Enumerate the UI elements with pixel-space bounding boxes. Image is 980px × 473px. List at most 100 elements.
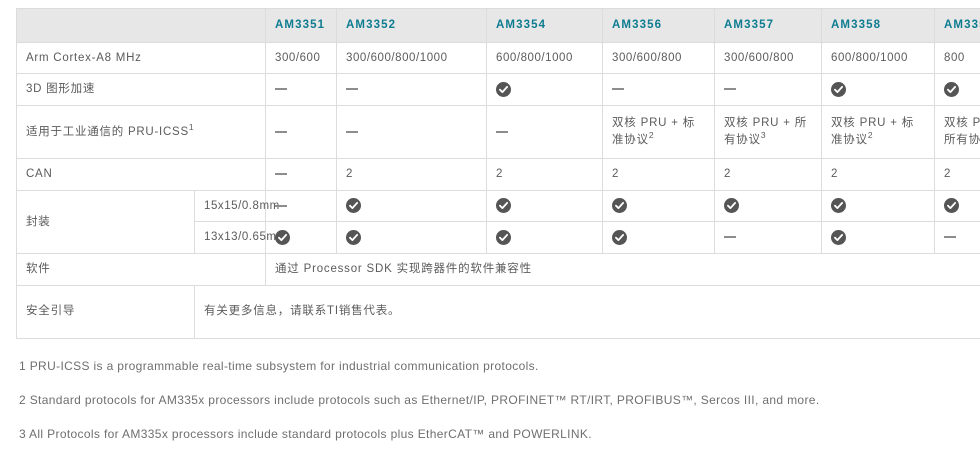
header-cell-am3352: AM3352 (336, 8, 487, 43)
dash-icon (944, 236, 956, 239)
header-cell-am3359: AM3359 (934, 8, 980, 43)
cell-arm-am3356: 300/600/800 (602, 41, 715, 75)
header-cell-am3357: AM3357 (714, 8, 822, 43)
cell-3d-am3352 (336, 73, 487, 107)
row-label-software: 软件 (16, 253, 266, 286)
row-label-arm-cortex: Arm Cortex-A8 MHz (16, 41, 266, 75)
cell-pru-am3354 (486, 105, 603, 160)
cell-pkg13-am3358 (821, 221, 935, 255)
cell-pkg15-am3357 (714, 189, 822, 223)
dash-icon (346, 88, 358, 91)
header-cell-feature (16, 8, 266, 43)
cell-arm-am3352: 300/600/800/1000 (336, 41, 487, 75)
table-row-secure-boot: 安全引导 有关更多信息，请联系TI销售代表。 (16, 284, 980, 339)
check-icon (612, 229, 627, 245)
dash-icon (612, 88, 624, 91)
table-row: 封装 15x15/0.8mm (16, 189, 980, 255)
table-row-software: 软件 通过 Processor SDK 实现跨器件的软件兼容性 (16, 253, 980, 286)
table-header: AM3351 AM3352 AM3354 AM3356 AM3357 AM335… (16, 8, 980, 43)
row-label-can: CAN (16, 158, 266, 191)
cell-pru-am3358: 双核 PRU + 标准协议2 (821, 105, 935, 160)
dash-icon (724, 236, 736, 239)
check-icon (831, 229, 846, 245)
processor-comparison-table: AM3351 AM3352 AM3354 AM3356 AM3357 AM335… (16, 8, 980, 339)
dash-icon (496, 130, 508, 133)
cell-can-am3352: 2 (336, 158, 487, 191)
footnote-ref-2: 2 (648, 130, 654, 141)
cell-pru-am3356: 双核 PRU + 标准协议2 (602, 105, 715, 160)
cell-arm-am3357: 300/600/800 (714, 41, 822, 75)
dash-icon (724, 88, 736, 91)
cell-software-value: 通过 Processor SDK 实现跨器件的软件兼容性 (265, 253, 980, 286)
check-icon (944, 81, 959, 97)
cell-pkg15-am3354 (486, 189, 603, 223)
row-label-package: 封装 (16, 189, 195, 255)
dash-icon (275, 130, 287, 133)
cell-3d-am3359 (934, 73, 980, 107)
cell-pkg13-am3351 (265, 221, 337, 255)
row-sublabel-package-13x13: 13x13/0.65mm (194, 221, 286, 255)
cell-pkg15-am3356 (602, 189, 715, 223)
cell-pkg15-am3358 (821, 189, 935, 223)
row-label-secure-boot: 安全引导 (16, 284, 195, 339)
cell-can-am3354: 2 (486, 158, 603, 191)
cell-can-am3356: 2 (602, 158, 715, 191)
check-icon (346, 229, 361, 245)
cell-3d-am3354 (486, 73, 603, 107)
footnote-3: 3 All Protocols for AM335x processors in… (19, 426, 592, 441)
cell-3d-am3358 (821, 73, 935, 107)
cell-3d-am3356 (602, 73, 715, 107)
cell-3d-am3351 (265, 73, 337, 107)
cell-pkg15-am3352 (336, 189, 487, 223)
cell-text: 双核 PRU + 标准协议 (831, 117, 915, 147)
cell-3d-am3357 (714, 73, 822, 107)
cell-arm-am3359: 800 (934, 41, 980, 75)
cell-can-am3359: 2 (934, 158, 980, 191)
footnotes: 1 PRU-ICSS is a programmable real-time s… (16, 357, 964, 443)
row-label-pru-icss-text: 适用于工业通信的 PRU-ICSS (26, 125, 189, 138)
cell-pkg13-am3359 (934, 221, 980, 255)
check-icon (831, 81, 846, 97)
cell-can-am3351 (265, 158, 337, 191)
header-cell-am3358: AM3358 (821, 8, 935, 43)
cell-pkg13-am3357 (714, 221, 822, 255)
check-icon (612, 198, 627, 214)
cell-pkg13-am3354 (486, 221, 603, 255)
table-row: 适用于工业通信的 PRU-ICSS1 双核 PRU + 标准协议2 双核 PRU… (16, 105, 980, 160)
row-label-3d-graphics: 3D 图形加速 (16, 73, 266, 107)
footnote-1: 1 PRU-ICSS is a programmable real-time s… (19, 358, 539, 373)
cell-arm-am3354: 600/800/1000 (486, 41, 603, 75)
check-icon (496, 229, 511, 245)
check-icon (346, 198, 361, 214)
footnote-ref-1: 1 (188, 121, 194, 132)
cell-pkg13-am3356 (602, 221, 715, 255)
footnote-ref-2: 2 (867, 130, 873, 141)
row-sublabel-package-15x15: 15x15/0.8mm (194, 189, 279, 223)
cell-pkg15-am3351 (265, 189, 337, 223)
footnote-ref-3: 3 (760, 130, 766, 141)
cell-can-am3357: 2 (714, 158, 822, 191)
check-icon (496, 198, 511, 214)
cell-text: 双核 PRU + 所有协议 (944, 117, 980, 147)
check-icon (724, 198, 739, 214)
dash-icon (275, 172, 287, 175)
cell-pru-am3359: 双核 PRU + 所有协议3 (934, 105, 980, 160)
footnote-2: 2 Standard protocols for AM335x processo… (19, 392, 820, 407)
cell-secure-boot-value: 有关更多信息，请联系TI销售代表。 (194, 284, 980, 339)
check-icon (496, 81, 511, 97)
row-label-pru-icss: 适用于工业通信的 PRU-ICSS1 (16, 105, 266, 160)
table-row: Arm Cortex-A8 MHz 300/600 300/600/800/10… (16, 41, 980, 75)
check-icon (831, 198, 846, 214)
cell-pru-am3351 (265, 105, 337, 160)
header-cell-am3351: AM3351 (265, 8, 337, 43)
cell-can-am3358: 2 (821, 158, 935, 191)
check-icon (944, 198, 959, 214)
cell-pkg13-am3352 (336, 221, 487, 255)
table-row: CAN 2 2 2 2 2 2 (16, 158, 980, 191)
cell-pru-am3357: 双核 PRU + 所有协议3 (714, 105, 822, 160)
table-row: 3D 图形加速 (16, 73, 980, 107)
header-row: AM3351 AM3352 AM3354 AM3356 AM3357 AM335… (16, 8, 980, 43)
header-cell-am3354: AM3354 (486, 8, 603, 43)
dash-icon (275, 204, 287, 207)
